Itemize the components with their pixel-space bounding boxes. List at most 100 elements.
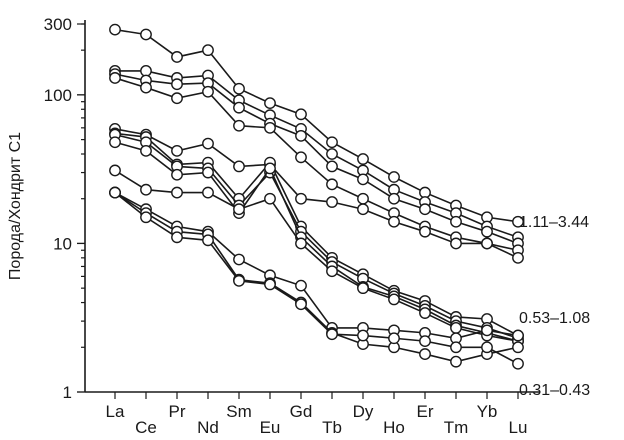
data-point (233, 203, 245, 216)
data-point (109, 136, 121, 149)
data-point (357, 203, 369, 216)
data-point (109, 72, 121, 84)
y-tick-label: 100 (44, 86, 72, 105)
data-point (450, 215, 462, 228)
data-point (202, 234, 214, 247)
data-point (419, 203, 431, 216)
y-tick-label: 300 (44, 15, 72, 34)
data-point (295, 192, 307, 205)
data-point (450, 237, 462, 250)
data-point (295, 237, 307, 250)
data-point (326, 265, 338, 278)
data-point (481, 324, 493, 337)
x-tick-label: Sm (226, 402, 252, 421)
x-ticks: La Ce Pr Nd Sm Eu Gd Tb Dy Ho Er Tm Yb Lu (106, 392, 528, 437)
data-point (326, 196, 338, 208)
data-point (202, 137, 214, 150)
y-axis-label: Порода/Хондрит C1 (7, 132, 24, 280)
data-point (481, 237, 493, 250)
range-annotation: 1.11–3.44 (519, 214, 589, 231)
data-point (512, 357, 524, 370)
data-point (481, 225, 493, 238)
data-point (202, 166, 214, 179)
data-point (140, 28, 152, 41)
data-point (202, 85, 214, 98)
data-point (419, 335, 431, 348)
data-point (388, 332, 400, 345)
data-point (357, 282, 369, 295)
data-point (140, 65, 152, 77)
x-tick-label: Lu (509, 418, 528, 437)
data-point (419, 307, 431, 319)
series-layer (109, 23, 524, 370)
data-point (264, 192, 276, 205)
data-point (202, 44, 214, 57)
data-point (171, 144, 183, 157)
x-tick-label: Nd (197, 418, 219, 437)
data-point (264, 162, 276, 175)
data-point (109, 186, 121, 199)
data-point (140, 183, 152, 196)
x-tick-label: Tm (444, 418, 469, 437)
data-point (264, 121, 276, 134)
series-2 (109, 65, 524, 244)
data-point (264, 97, 276, 110)
data-point (140, 211, 152, 224)
data-point (326, 148, 338, 160)
data-point (450, 355, 462, 368)
data-point (140, 81, 152, 94)
data-point (450, 341, 462, 354)
series-4 (109, 72, 524, 257)
series-1 (109, 23, 524, 228)
data-point (109, 164, 121, 177)
data-point (388, 293, 400, 306)
data-point (512, 215, 524, 228)
data-point (233, 253, 245, 266)
data-point (233, 82, 245, 95)
data-point (357, 173, 369, 186)
data-point (512, 251, 524, 264)
data-point (326, 136, 338, 149)
data-point (109, 23, 121, 36)
range-annotation: 0.53–1.08 (519, 310, 590, 327)
data-point (171, 186, 183, 199)
data-point (295, 151, 307, 164)
data-point (171, 78, 183, 91)
data-point (233, 101, 245, 114)
data-point (388, 215, 400, 228)
data-point (481, 341, 493, 354)
data-point (419, 225, 431, 238)
data-point (419, 348, 431, 360)
annotations: 1.11–3.44 0.53–1.08 0.31–0.43 (519, 214, 590, 399)
data-point (357, 329, 369, 342)
data-point (295, 129, 307, 142)
x-tick-label: Gd (290, 402, 313, 421)
x-tick-label: Er (417, 402, 434, 421)
x-tick-label: Yb (477, 402, 498, 421)
x-tick-label: Pr (169, 402, 186, 421)
x-axis: La Ce Pr Nd Sm Eu Gd Tb Dy Ho Er Tm Yb Lu (85, 391, 540, 437)
data-point (357, 153, 369, 165)
data-point (233, 274, 245, 287)
data-point (326, 160, 338, 173)
data-point (295, 279, 307, 292)
y-tick-label: 10 (53, 234, 72, 253)
data-point (326, 328, 338, 341)
y-axis: 1 10 100 300 (44, 15, 86, 402)
x-tick-label: Tb (322, 418, 342, 437)
range-annotation: 0.31–0.43 (519, 382, 590, 399)
data-point (171, 51, 183, 63)
data-point (171, 92, 183, 105)
data-point (512, 341, 524, 354)
data-point (202, 186, 214, 199)
data-point (140, 144, 152, 157)
data-point (450, 322, 462, 334)
data-point (326, 178, 338, 191)
data-point (233, 160, 245, 173)
data-point (171, 168, 183, 181)
x-tick-label: Ho (383, 418, 405, 437)
x-tick-label: La (106, 402, 125, 421)
data-point (388, 192, 400, 205)
data-point (295, 298, 307, 311)
